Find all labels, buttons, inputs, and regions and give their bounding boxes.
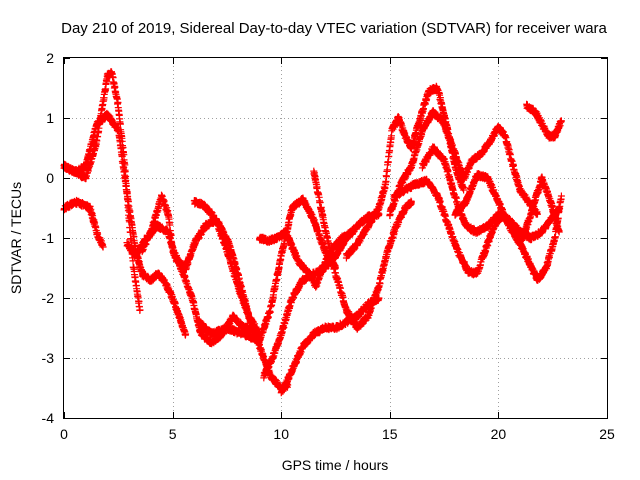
x-tick-label: 5 xyxy=(169,426,177,442)
data-point-markers xyxy=(195,194,339,346)
y-tick-label: -1 xyxy=(42,230,55,246)
axis-ticks: 0 5 10 15 20 25 -4 -3 -2 -1 0 1 2 xyxy=(42,50,615,442)
y-axis-label: SDTVAR / TECUs xyxy=(8,182,24,294)
plot-data xyxy=(60,68,565,397)
y-tick-label: 2 xyxy=(46,50,54,66)
series-track-16 xyxy=(451,170,563,249)
x-tick-label: 25 xyxy=(599,426,615,442)
x-tick-label: 10 xyxy=(273,426,289,442)
series-track-7 xyxy=(195,194,339,346)
series-track-11 xyxy=(310,167,415,333)
y-tick-label: 0 xyxy=(46,170,54,186)
series-track-17 xyxy=(523,100,565,142)
data-point-markers xyxy=(138,191,263,338)
data-point-markers xyxy=(60,68,144,314)
data-point-markers xyxy=(418,143,563,244)
data-point-markers xyxy=(523,100,565,142)
chart-title: Day 210 of 2019, Sidereal Day-to-day VTE… xyxy=(61,20,607,37)
y-tick-label: 1 xyxy=(46,110,54,126)
y-tick-label: -3 xyxy=(42,350,55,366)
data-point-markers xyxy=(451,170,563,249)
data-point-markers xyxy=(260,209,383,382)
series-track-13 xyxy=(386,107,541,220)
data-point-markers xyxy=(386,107,541,220)
data-point-markers xyxy=(310,167,415,333)
y-tick-label: -4 xyxy=(42,410,55,426)
x-tick-label: 0 xyxy=(60,426,68,442)
series-track-2 xyxy=(60,196,107,251)
x-tick-label: 20 xyxy=(491,426,507,442)
x-tick-label: 15 xyxy=(382,426,398,442)
series-track-9 xyxy=(260,209,383,382)
series-track-4 xyxy=(138,191,263,338)
series-track-15 xyxy=(418,143,563,244)
y-tick-label: -2 xyxy=(42,290,55,306)
data-point-markers xyxy=(60,196,107,251)
series-track-1 xyxy=(60,68,144,314)
plot-frame xyxy=(63,57,608,419)
x-axis-label: GPS time / hours xyxy=(282,457,389,473)
